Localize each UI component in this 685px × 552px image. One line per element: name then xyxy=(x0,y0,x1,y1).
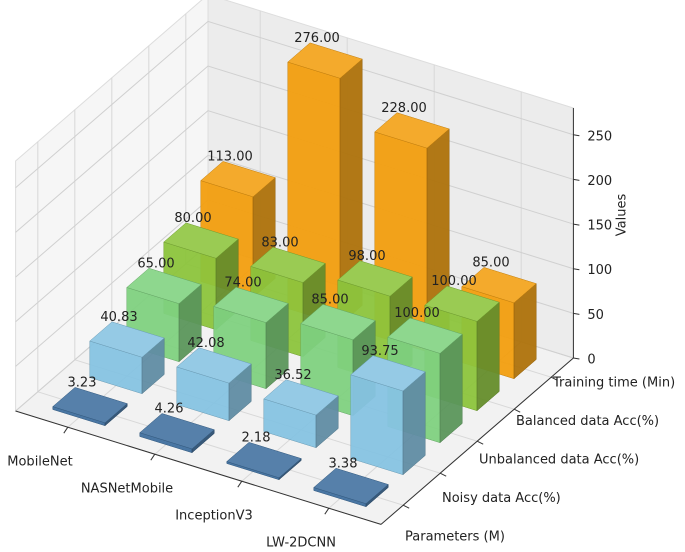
bar-top xyxy=(139,413,215,450)
bar-top xyxy=(313,468,389,504)
bar xyxy=(263,379,339,449)
bar-top xyxy=(176,347,252,384)
grid-line xyxy=(15,65,574,233)
bar xyxy=(313,468,389,508)
x-tick xyxy=(150,453,156,461)
bar-top xyxy=(374,112,450,149)
value-label: 80.00 xyxy=(174,211,211,226)
y-tick xyxy=(573,178,580,181)
bar xyxy=(350,355,426,476)
y-tick-label: 100 xyxy=(587,263,612,278)
value-label: 42.08 xyxy=(187,336,224,351)
bar-top xyxy=(213,286,289,323)
bar-top xyxy=(126,267,202,304)
series-label: Noisy data Acc(%) xyxy=(442,491,561,506)
value-label: 83.00 xyxy=(261,235,298,250)
series-label: Parameters (M) xyxy=(405,530,505,545)
x-tick xyxy=(324,507,330,515)
y-tick-label: 50 xyxy=(587,308,604,323)
y-tick-label: 150 xyxy=(587,219,612,234)
bar-top xyxy=(300,304,376,341)
bar xyxy=(213,286,289,390)
x-tick-label: NASNetMobile xyxy=(81,482,173,497)
bar-top xyxy=(52,387,128,424)
x-tick-label: MobileNet xyxy=(7,455,72,470)
x-tick xyxy=(63,426,69,434)
series-label: Training time (Min) xyxy=(552,376,675,391)
grid-line xyxy=(15,154,574,323)
y-tick-label: 0 xyxy=(587,353,595,368)
bar-top xyxy=(287,42,363,79)
value-label: 113.00 xyxy=(207,150,253,165)
value-label: 40.83 xyxy=(100,310,137,325)
bar-top xyxy=(337,260,413,297)
y-tick xyxy=(573,357,580,360)
value-label: 74.00 xyxy=(224,275,261,290)
value-label: 36.52 xyxy=(274,368,311,383)
bar-top xyxy=(163,222,239,259)
series-tick xyxy=(476,440,484,445)
value-label: 3.23 xyxy=(68,376,97,391)
value-label: 2.18 xyxy=(242,431,271,446)
grid-line xyxy=(15,20,574,189)
bar-front xyxy=(350,374,404,476)
bar-top xyxy=(250,246,326,283)
bar-top xyxy=(89,321,165,358)
series-tick xyxy=(550,376,558,381)
value-label: 100.00 xyxy=(394,306,440,321)
bar-top xyxy=(200,161,276,198)
bar-top xyxy=(226,442,302,479)
value-label: 65.00 xyxy=(137,256,174,271)
y-tick xyxy=(573,268,580,271)
value-label: 98.00 xyxy=(348,249,385,264)
bar xyxy=(226,442,302,481)
y-tick xyxy=(573,134,580,137)
y-axis-label: Values xyxy=(615,194,630,237)
value-label: 276.00 xyxy=(294,31,340,46)
value-label: 85.00 xyxy=(472,256,509,271)
value-label: 85.00 xyxy=(311,293,348,308)
value-label: 3.38 xyxy=(329,456,358,471)
bar-top xyxy=(387,317,463,354)
y-tick xyxy=(573,223,580,226)
bar-top xyxy=(350,355,426,392)
y-tick xyxy=(573,312,580,315)
x-tick xyxy=(237,480,243,488)
value-label: 100.00 xyxy=(431,274,477,289)
value-label: 228.00 xyxy=(381,101,427,116)
series-tick xyxy=(402,504,410,509)
bar-top xyxy=(263,379,339,416)
x-tick-label: InceptionV3 xyxy=(175,509,253,524)
x-axis-line xyxy=(15,410,382,525)
bar xyxy=(89,321,165,395)
bar-top xyxy=(424,285,500,322)
value-label: 4.26 xyxy=(155,402,184,417)
bar-top xyxy=(461,267,537,304)
y-tick-label: 250 xyxy=(587,129,612,144)
y-tick-label: 200 xyxy=(587,174,612,189)
series-tick xyxy=(439,472,447,477)
series-label: Unbalanced data Acc(%) xyxy=(479,453,639,468)
x-tick-label: LW-2DCNN xyxy=(266,536,336,551)
bar xyxy=(139,413,215,454)
value-label: 93.75 xyxy=(361,344,398,359)
bar xyxy=(176,347,252,422)
series-tick xyxy=(513,408,521,413)
series-label: Balanced data Acc(%) xyxy=(516,414,659,429)
grid-line xyxy=(15,110,574,278)
bar xyxy=(52,387,128,427)
